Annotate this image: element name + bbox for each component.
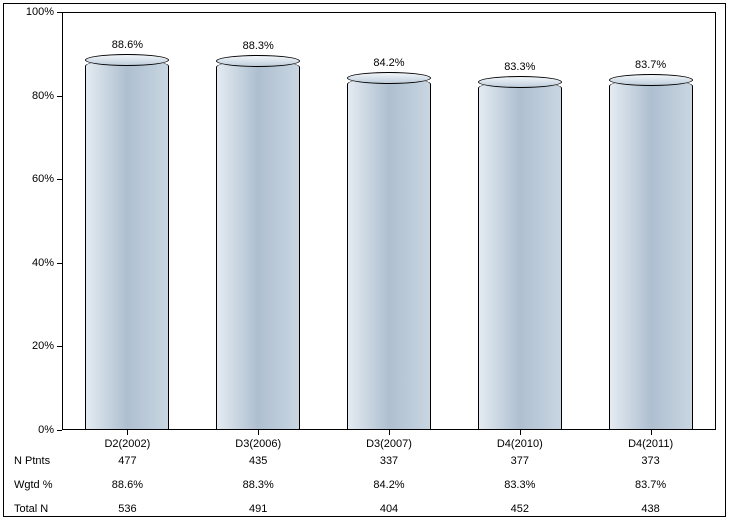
x-category-label: D4(2010) — [497, 438, 543, 450]
bar-top — [347, 72, 431, 84]
table-cell: 477 — [118, 455, 136, 467]
x-tick — [127, 430, 128, 435]
table-cell: 536 — [118, 503, 136, 515]
table-cell: 337 — [380, 455, 398, 467]
bar-top — [216, 55, 300, 67]
table-row-header: N Ptnts — [14, 455, 50, 467]
table-cell: 83.3% — [504, 479, 535, 491]
x-tick — [258, 430, 259, 435]
bar: 83.7% — [609, 80, 693, 430]
table-cell: 404 — [380, 503, 398, 515]
bar-face — [216, 61, 300, 430]
y-tick-label: 100% — [0, 6, 54, 18]
bar-value-label: 88.3% — [216, 40, 300, 52]
x-category-label: D3(2007) — [366, 438, 412, 450]
table-cell: 88.6% — [112, 479, 143, 491]
y-tick — [57, 263, 62, 264]
x-category-label: D2(2002) — [104, 438, 150, 450]
bar-value-label: 83.7% — [609, 59, 693, 71]
chart-frame: 0% 20% 40% 60% 80% 100% 88.6% 88.3% 84.2% 83.3% 83… — [0, 0, 729, 520]
table-cell: 438 — [641, 503, 659, 515]
x-tick — [389, 430, 390, 435]
y-tick — [57, 96, 62, 97]
y-tick-label: 40% — [0, 257, 54, 269]
bar-value-label: 88.6% — [85, 39, 169, 51]
y-tick-label: 20% — [0, 340, 54, 352]
table-cell: 452 — [511, 503, 529, 515]
table-cell: 491 — [249, 503, 267, 515]
bar-value-label: 83.3% — [478, 61, 562, 73]
y-tick — [57, 430, 62, 431]
bar-top — [85, 54, 169, 66]
table-cell: 377 — [511, 455, 529, 467]
table-cell: 88.3% — [243, 479, 274, 491]
y-tick-label: 60% — [0, 173, 54, 185]
bar: 83.3% — [478, 82, 562, 430]
bar-face — [478, 82, 562, 430]
bar-value-label: 84.2% — [347, 57, 431, 69]
y-tick-label: 0% — [0, 424, 54, 436]
x-tick — [651, 430, 652, 435]
y-tick — [57, 346, 62, 347]
table-row-header: Total N — [14, 503, 48, 515]
y-tick-label: 80% — [0, 90, 54, 102]
bar-top — [609, 74, 693, 86]
bar: 88.3% — [216, 61, 300, 430]
x-tick — [520, 430, 521, 435]
bar-face — [347, 78, 431, 430]
bar: 84.2% — [347, 78, 431, 430]
y-tick — [57, 179, 62, 180]
table-cell: 435 — [249, 455, 267, 467]
table-cell: 84.2% — [373, 479, 404, 491]
bar-face — [609, 80, 693, 430]
x-category-label: D3(2006) — [235, 438, 281, 450]
bar-top — [478, 76, 562, 88]
bar: 88.6% — [85, 60, 169, 430]
table-cell: 373 — [641, 455, 659, 467]
y-tick — [57, 12, 62, 13]
x-category-label: D4(2011) — [628, 438, 673, 450]
table-row-header: Wgtd % — [14, 479, 53, 491]
bar-face — [85, 60, 169, 430]
table-cell: 83.7% — [635, 479, 666, 491]
